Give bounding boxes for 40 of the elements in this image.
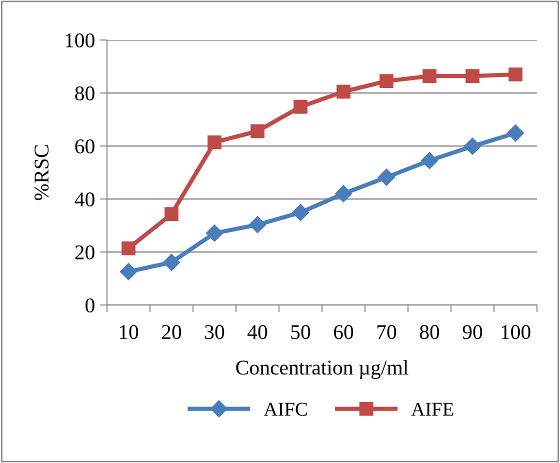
y-tick-label: 80 xyxy=(75,86,94,100)
x-tick-label: 70 xyxy=(377,325,396,340)
y-axis-title: %RSC xyxy=(34,145,49,200)
point xyxy=(506,124,524,142)
point xyxy=(164,207,178,222)
legend-label: AIFE xyxy=(411,402,454,416)
x-tick-label: 80 xyxy=(420,325,440,340)
x-tick-label: 20 xyxy=(162,325,182,340)
x-tick-label: 40 xyxy=(247,325,268,340)
point xyxy=(336,84,350,99)
point xyxy=(378,168,396,186)
point xyxy=(248,216,266,234)
y-tick-label: 0 xyxy=(86,298,94,312)
x-tick-label: 50 xyxy=(291,325,310,340)
point xyxy=(464,138,482,155)
point xyxy=(380,74,394,88)
y-tick-label: 20 xyxy=(75,245,94,260)
point xyxy=(334,185,352,202)
point xyxy=(466,69,480,83)
y-tick-label: 40 xyxy=(74,192,94,206)
legend-label: AIFC xyxy=(264,402,307,416)
y-tick-label: 100 xyxy=(66,33,94,48)
x-tick-label: 100 xyxy=(502,325,530,340)
point xyxy=(120,263,138,280)
point xyxy=(162,254,180,271)
point xyxy=(250,124,264,138)
point xyxy=(294,100,308,114)
x-tick-label: 90 xyxy=(462,325,482,340)
x-tick-label: 10 xyxy=(120,325,138,340)
x-tick-label: 60 xyxy=(334,325,354,340)
x-tick-label: 30 xyxy=(205,325,224,340)
x-axis-title: Concentration µg/ml xyxy=(236,360,408,379)
point xyxy=(292,204,310,222)
point xyxy=(208,135,222,150)
point xyxy=(508,68,522,82)
y-tick-label: 60 xyxy=(75,139,94,154)
point xyxy=(206,224,224,242)
point xyxy=(422,69,436,83)
point xyxy=(420,152,438,170)
point xyxy=(122,241,136,256)
